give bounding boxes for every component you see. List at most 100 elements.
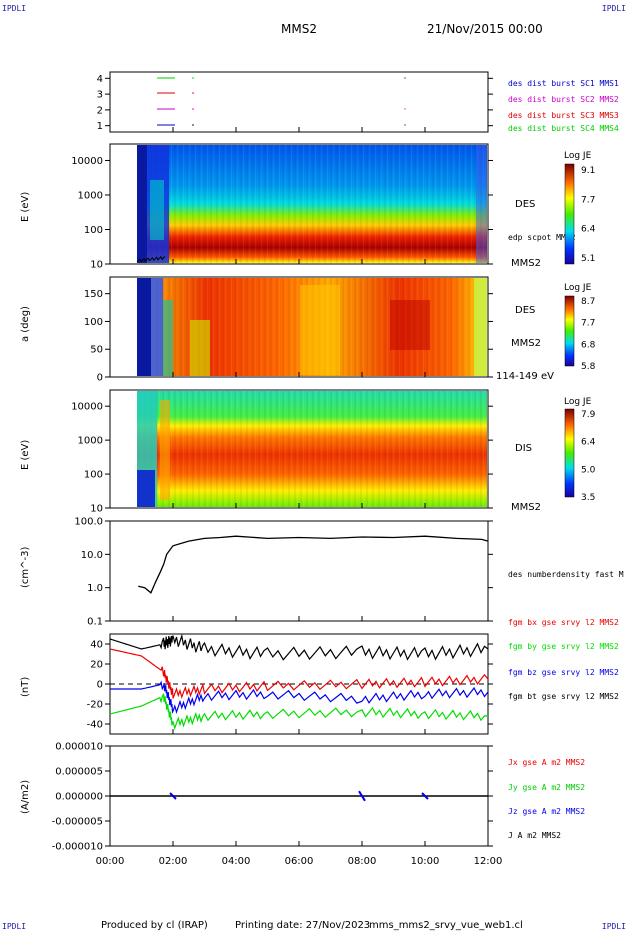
ytick-label: 100 bbox=[84, 470, 103, 481]
scpot-line bbox=[136, 255, 166, 263]
bfield-series-line bbox=[109, 693, 489, 730]
pa-energy-band: 114-149 eV bbox=[496, 371, 554, 382]
legend-j: J A m2 MMS2 bbox=[508, 831, 561, 840]
ytick-label: 10 bbox=[90, 260, 103, 271]
legend-burst-mms4: des dist burst SC4 MMS4 bbox=[508, 124, 619, 133]
ytick-label: 100 bbox=[84, 317, 103, 328]
current-spike bbox=[421, 792, 429, 800]
ytick-label: 100 bbox=[84, 225, 103, 236]
colorbar-tick-label: 3.5 bbox=[581, 493, 595, 503]
ytick-label: -0.000005 bbox=[52, 817, 103, 828]
ytick-label: 0.000010 bbox=[55, 742, 103, 753]
legend-bx: fgm bx gse srvy l2 MMS2 bbox=[508, 618, 619, 627]
ytick-label: 1000 bbox=[78, 190, 103, 201]
xtick-label: 06:00 bbox=[285, 856, 314, 867]
pitch-angle-spectrogram bbox=[137, 278, 487, 376]
ytick-label: -20 bbox=[87, 700, 103, 711]
colorbar-dis bbox=[564, 408, 575, 498]
ytick-label: 4 bbox=[97, 74, 103, 85]
ytick-label: 0 bbox=[97, 373, 103, 384]
corner-mark-top-left: IPDLI bbox=[2, 4, 27, 13]
colorbar-tick-label: 9.1 bbox=[581, 166, 595, 176]
des-spacecraft-label: MMS2 bbox=[511, 258, 541, 269]
colorbar-tick-label: 8.7 bbox=[581, 297, 595, 307]
legend-density: des numberdensity fast M bbox=[508, 570, 624, 579]
ytick-label: -40 bbox=[87, 720, 103, 731]
colorbar-tick-label: 7.9 bbox=[581, 410, 596, 420]
ytick-label: 20 bbox=[90, 660, 103, 671]
corner-mark-top-right: IPDLI bbox=[601, 4, 626, 13]
bfield-series-line bbox=[109, 633, 489, 661]
ytick-label: 40 bbox=[90, 640, 103, 651]
ytick-label: 2 bbox=[97, 105, 103, 116]
colorbar-pa bbox=[564, 295, 575, 367]
colorbar-pa-title: Log JE bbox=[564, 283, 592, 293]
legend-burst-mms2: des dist burst SC2 MMS2 bbox=[508, 95, 619, 104]
current-spike bbox=[169, 792, 177, 800]
ytick-label: 0 bbox=[97, 680, 103, 691]
density-series-line bbox=[138, 535, 489, 594]
ytick-label: 1 bbox=[97, 121, 103, 132]
ytick-label: 0.000005 bbox=[55, 767, 103, 778]
legend-jx: Jx gse A m2 MMS2 bbox=[508, 758, 586, 767]
legend-jz: Jz gse A m2 MMS2 bbox=[508, 807, 586, 816]
datetime-title: 21/Nov/2015 00:00 bbox=[427, 22, 543, 36]
xtick-label: 02:00 bbox=[159, 856, 188, 867]
xtick-label: 08:00 bbox=[348, 856, 377, 867]
ytick-label: 10000 bbox=[71, 402, 103, 413]
xtick-label: 10:00 bbox=[411, 856, 440, 867]
dis-spectrogram bbox=[137, 391, 487, 507]
current-spike bbox=[358, 790, 366, 802]
burst-panel-frame bbox=[109, 71, 489, 133]
footer-filename: mms_mms2_srvy_vue_web1.cl bbox=[369, 920, 523, 931]
colorbar-tick-label: 6.4 bbox=[581, 438, 596, 448]
burst-markers bbox=[157, 77, 406, 126]
legend-scpot: edp scpot MMS2 bbox=[508, 233, 576, 242]
legend-burst-mms1: des dist burst SC1 MMS1 bbox=[508, 79, 619, 88]
colorbar-des-title: Log JE bbox=[564, 151, 592, 161]
colorbar-tick-label: 5.1 bbox=[581, 254, 595, 264]
ytick-label: 1000 bbox=[78, 436, 103, 447]
spacecraft-title: MMS2 bbox=[281, 22, 317, 36]
dis-spacecraft-label: MMS2 bbox=[511, 502, 541, 513]
pa-instrument-label: DES bbox=[515, 305, 536, 316]
xtick-label: 04:00 bbox=[222, 856, 251, 867]
legend-bt: fgm bt gse srvy l2 MMS2 bbox=[508, 692, 619, 701]
colorbar-des bbox=[564, 163, 575, 265]
bfield-series-line bbox=[110, 680, 489, 714]
ytick-label: 50 bbox=[90, 345, 103, 356]
ytick-label: 150 bbox=[84, 289, 103, 300]
corner-mark-bottom-left: IPDLI bbox=[2, 922, 27, 931]
colorbar-tick-label: 6.4 bbox=[581, 225, 596, 235]
legend-by: fgm by gse srvy l2 MMS2 bbox=[508, 642, 619, 651]
legend-jy: Jy gse A m2 MMS2 bbox=[508, 783, 586, 792]
dis-instrument-label: DIS bbox=[515, 443, 532, 454]
pa-spacecraft-label: MMS2 bbox=[511, 338, 541, 349]
ytick-label: 0.1 bbox=[87, 617, 103, 628]
corner-mark-bottom-right: IPDLI bbox=[601, 922, 626, 931]
ytick-label: 3 bbox=[97, 90, 103, 101]
colorbar-tick-label: 7.7 bbox=[581, 319, 595, 329]
colorbar-tick-label: 5.0 bbox=[581, 465, 596, 475]
colorbar-tick-label: 5.8 bbox=[581, 362, 596, 372]
footer-printing-date: Printing date: 27/Nov/2023 bbox=[235, 920, 371, 931]
ytick-label: 100.0 bbox=[74, 517, 103, 528]
ytick-label: 10000 bbox=[71, 156, 103, 167]
ytick-label: -0.000010 bbox=[52, 842, 103, 853]
des-instrument-label: DES bbox=[515, 199, 536, 210]
ytick-label: 10 bbox=[90, 504, 103, 515]
legend-burst-mms3: des dist burst SC3 MMS3 bbox=[508, 111, 619, 120]
legend-bz: fgm bz gse srvy l2 MMS2 bbox=[508, 668, 619, 677]
des-spectrogram bbox=[137, 145, 487, 263]
colorbar-tick-label: 6.8 bbox=[581, 340, 596, 350]
ytick-label: 0.000000 bbox=[55, 792, 103, 803]
xtick-label: 00:00 bbox=[96, 856, 125, 867]
footer-produced: Produced by cl (IRAP) bbox=[101, 920, 208, 931]
colorbar-tick-label: 7.7 bbox=[581, 195, 595, 205]
xtick-label: 12:00 bbox=[474, 856, 503, 867]
bfield-series-line bbox=[109, 648, 489, 699]
colorbar-dis-title: Log JE bbox=[564, 397, 592, 407]
ytick-label: 10.0 bbox=[81, 550, 103, 561]
ytick-label: 1.0 bbox=[87, 583, 103, 594]
